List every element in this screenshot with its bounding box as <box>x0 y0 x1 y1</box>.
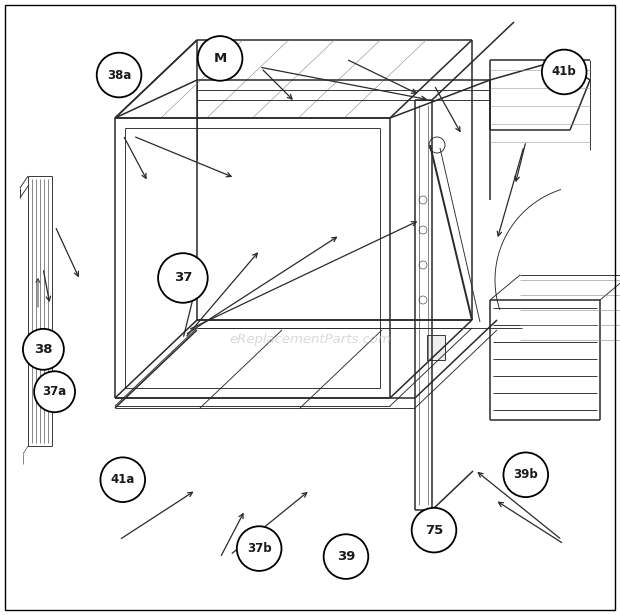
Text: 39: 39 <box>337 550 355 563</box>
Text: eReplacementParts.com: eReplacementParts.com <box>229 333 391 346</box>
Circle shape <box>97 53 141 97</box>
Text: 75: 75 <box>425 523 443 537</box>
Circle shape <box>34 371 75 412</box>
Circle shape <box>237 526 281 571</box>
Circle shape <box>324 534 368 579</box>
Circle shape <box>542 50 587 94</box>
Text: 38: 38 <box>34 343 53 356</box>
Circle shape <box>158 253 208 303</box>
Circle shape <box>100 458 145 502</box>
Text: 37b: 37b <box>247 542 272 555</box>
Text: 37a: 37a <box>42 385 67 399</box>
Bar <box>427 335 445 360</box>
Text: 41b: 41b <box>552 65 577 79</box>
Circle shape <box>198 36 242 81</box>
Text: 37: 37 <box>174 271 192 285</box>
Circle shape <box>503 453 548 497</box>
Text: 41a: 41a <box>110 473 135 486</box>
Text: M: M <box>213 52 227 65</box>
Circle shape <box>23 329 64 370</box>
Text: 38a: 38a <box>107 68 131 82</box>
Circle shape <box>412 508 456 552</box>
Text: 39b: 39b <box>513 468 538 482</box>
